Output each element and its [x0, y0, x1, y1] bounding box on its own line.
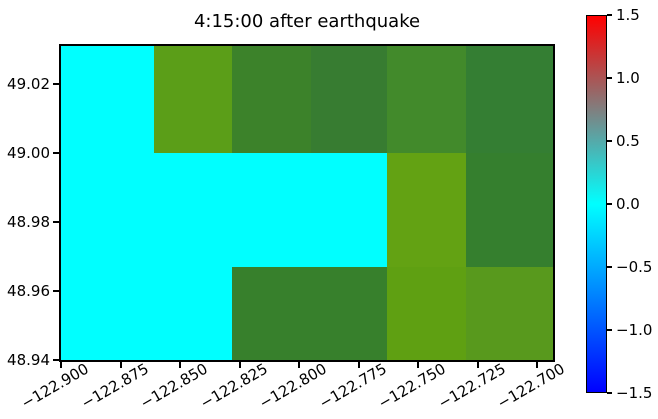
y-tick-mark [53, 289, 59, 292]
heatmap-cell [465, 46, 553, 153]
colorbar-tick-mark [607, 329, 612, 331]
x-tick-mark [536, 362, 539, 368]
y-tick-label: 49.00 [7, 143, 50, 162]
y-tick-mark [53, 220, 59, 223]
x-tick-mark [298, 362, 301, 368]
colorbar-tick-label: 1.0 [616, 69, 640, 87]
colorbar-tick-mark [607, 266, 612, 268]
colorbar-tick-mark [607, 392, 612, 394]
colorbar-tick-mark [607, 77, 612, 79]
colorbar-tick-label: 1.5 [616, 6, 640, 24]
heatmap-grid [61, 46, 553, 360]
heatmap-cell [310, 46, 388, 153]
x-tick-mark [60, 362, 62, 368]
x-tick-mark [476, 362, 479, 368]
heatmap-cell [232, 46, 311, 153]
heatmap-cell [61, 46, 154, 153]
x-tick-mark [357, 362, 360, 368]
x-tick-mark [238, 362, 241, 368]
y-tick-mark [53, 82, 59, 85]
colorbar-tick-mark [607, 203, 612, 205]
heatmap-cell [153, 46, 233, 153]
heatmap-cell [387, 46, 466, 153]
heatmap-cell [387, 266, 466, 360]
x-tick-mark [119, 362, 122, 368]
heatmap-cell [310, 266, 388, 360]
colorbar-tick-label: −1.5 [616, 384, 653, 402]
heatmap-cell [153, 152, 233, 267]
heatmap-cell [310, 152, 388, 267]
colorbar-tick-label: 0.0 [616, 195, 640, 213]
heatmap-cell [61, 266, 154, 360]
plot-area [59, 44, 555, 362]
heatmap-cell [232, 266, 311, 360]
heatmap-cell [465, 152, 553, 267]
y-tick-label: 48.98 [7, 212, 50, 231]
y-tick-mark [53, 359, 59, 361]
y-tick-label: 48.94 [7, 351, 50, 369]
colorbar-tick-mark [607, 140, 612, 142]
colorbar-tick-label: −0.5 [616, 258, 653, 276]
colorbar-tick-mark [607, 14, 612, 16]
y-tick-label: 48.96 [7, 281, 50, 300]
heatmap-cell [232, 152, 311, 267]
heatmap-cell [61, 152, 154, 267]
heatmap-cell [465, 266, 553, 360]
chart-title: 4:15:00 after earthquake [193, 11, 421, 32]
colorbar-tick-label: 0.5 [616, 132, 640, 150]
x-tick-mark [179, 362, 181, 368]
heatmap-cell [153, 266, 233, 360]
y-tick-mark [53, 151, 59, 154]
colorbar-tick-label: −1.0 [616, 321, 653, 339]
colorbar [586, 15, 607, 393]
x-tick-mark [417, 362, 420, 368]
heatmap-cell [387, 152, 466, 267]
y-tick-label: 49.02 [7, 74, 50, 93]
